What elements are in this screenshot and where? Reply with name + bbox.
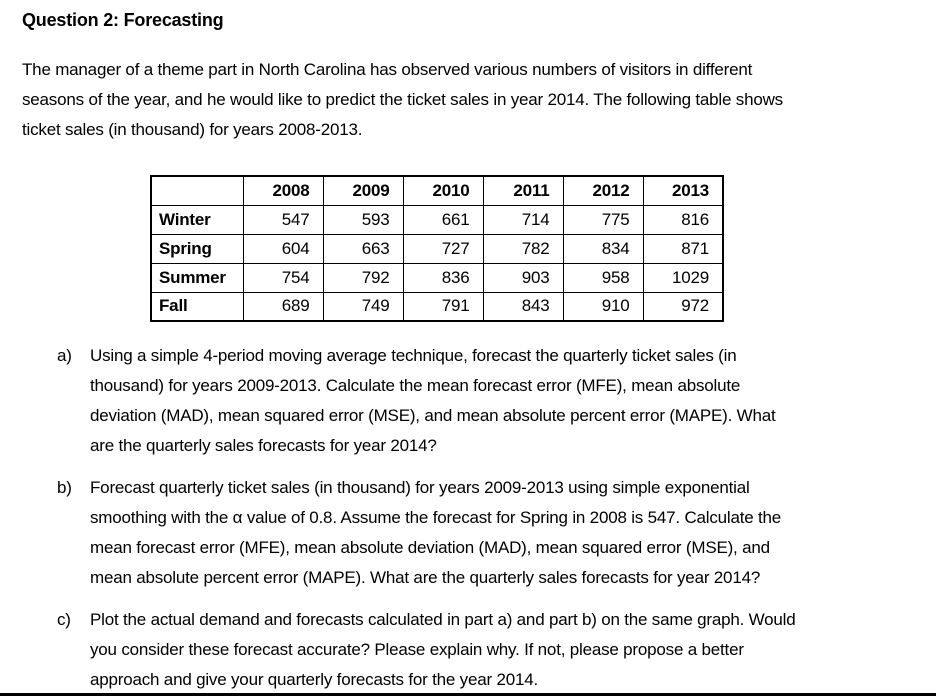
year-header-2010: 2010 [402, 175, 484, 206]
table-cell: 714 [482, 204, 564, 235]
table-row-winter: Winter 547 593 661 714 775 816 [150, 204, 724, 235]
table-cell: 836 [402, 262, 484, 293]
table-row-fall: Fall 689 749 791 843 910 972 [150, 291, 724, 322]
table-cell: 754 [242, 262, 324, 293]
table-cell: 792 [322, 262, 404, 293]
question-title: Question 2: Forecasting [22, 10, 224, 30]
table-cell: 871 [642, 233, 724, 264]
item-text-a: Using a simple 4-period moving average t… [90, 346, 776, 455]
table-cell: 910 [562, 291, 644, 322]
table-cell: 749 [322, 291, 404, 322]
bottom-divider [0, 693, 936, 696]
table-cell: 593 [322, 204, 404, 235]
table-cell: 816 [642, 204, 724, 235]
table-cell: 791 [402, 291, 484, 322]
question-list: a) Using a simple 4-period moving averag… [22, 341, 916, 695]
intro-paragraph: The manager of a theme part in North Car… [22, 60, 783, 139]
table-cell: 782 [482, 233, 564, 264]
table-cell: 834 [562, 233, 644, 264]
question-item-c: c) Plot the actual demand and forecasts … [22, 605, 916, 695]
question-item-b: b) Forecast quarterly ticket sales (in t… [22, 473, 916, 593]
season-label: Summer [150, 262, 244, 293]
season-label: Fall [150, 291, 244, 322]
year-header-2013: 2013 [642, 175, 724, 206]
season-label: Winter [150, 204, 244, 235]
table-cell: 604 [242, 233, 324, 264]
table-cell: 547 [242, 204, 324, 235]
item-marker-c: c) [57, 610, 71, 629]
table-cell: 903 [482, 262, 564, 293]
table-cell: 1029 [642, 262, 724, 293]
item-marker-b: b) [57, 478, 72, 497]
item-text-c: Plot the actual demand and forecasts cal… [90, 610, 796, 689]
item-marker-a: a) [57, 346, 72, 365]
table-cell: 663 [322, 233, 404, 264]
table-cell: 727 [402, 233, 484, 264]
question-item-a: a) Using a simple 4-period moving averag… [22, 341, 916, 461]
corner-cell [150, 175, 244, 206]
table-cell: 661 [402, 204, 484, 235]
table-row-summer: Summer 754 792 836 903 958 1029 [150, 262, 724, 293]
season-label: Spring [150, 233, 244, 264]
year-header-2008: 2008 [242, 175, 324, 206]
year-header-2011: 2011 [482, 175, 564, 206]
table-cell: 958 [562, 262, 644, 293]
table-cell: 972 [642, 291, 724, 322]
ticket-sales-table: 2008 2009 2010 2011 2012 2013 Winter 547… [150, 175, 724, 322]
item-text-b: Forecast quarterly ticket sales (in thou… [90, 478, 782, 587]
table-cell: 775 [562, 204, 644, 235]
table-cell: 843 [482, 291, 564, 322]
year-header-2009: 2009 [322, 175, 404, 206]
year-header-2012: 2012 [562, 175, 644, 206]
table-cell: 689 [242, 291, 324, 322]
table-header-row: 2008 2009 2010 2011 2012 2013 [150, 175, 724, 206]
table-row-spring: Spring 604 663 727 782 834 871 [150, 233, 724, 264]
